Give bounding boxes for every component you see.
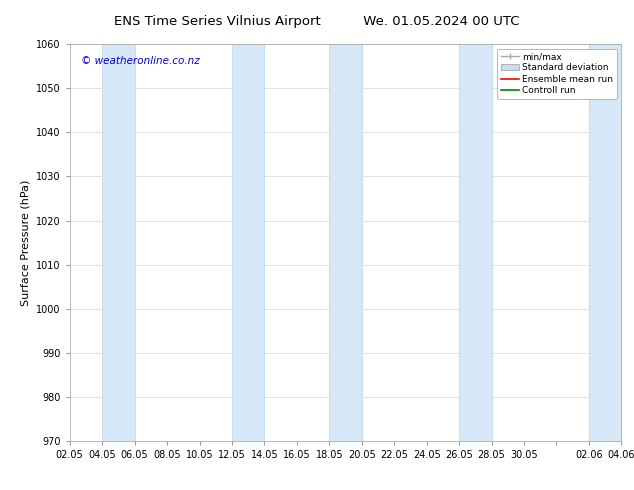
Bar <box>232 44 264 441</box>
Bar <box>589 44 621 441</box>
Bar <box>102 44 134 441</box>
Y-axis label: Surface Pressure (hPa): Surface Pressure (hPa) <box>20 179 30 306</box>
Bar <box>329 44 362 441</box>
Text: © weatheronline.co.nz: © weatheronline.co.nz <box>81 56 200 66</box>
Text: ENS Time Series Vilnius Airport          We. 01.05.2024 00 UTC: ENS Time Series Vilnius Airport We. 01.0… <box>114 15 520 28</box>
Legend: min/max, Standard deviation, Ensemble mean run, Controll run: min/max, Standard deviation, Ensemble me… <box>497 49 617 98</box>
Bar <box>459 44 491 441</box>
